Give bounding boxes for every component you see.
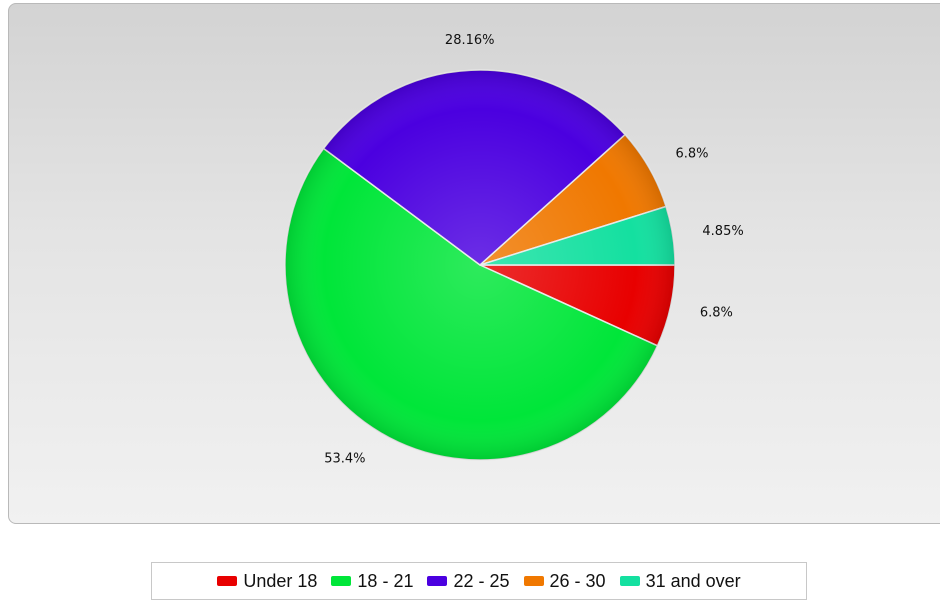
legend-label: 18 - 21 — [357, 570, 414, 591]
pie-chart: 6.8% 53.4% 28.16% 6.8% 4.85% — [284, 33, 744, 467]
legend-swatch — [619, 576, 640, 586]
legend-label: 22 - 25 — [453, 570, 510, 591]
pie-slice-value-label: 6.8% — [675, 147, 708, 162]
legend-item[interactable]: Under 18 — [217, 571, 317, 592]
legend-label: 26 - 30 — [549, 570, 606, 591]
legend-swatch — [523, 576, 544, 586]
legend-swatch — [217, 576, 238, 586]
legend-swatch — [331, 576, 352, 586]
pie-slice-value-label: 6.8% — [700, 306, 733, 321]
legend-label: 31 and over — [645, 570, 741, 591]
legend-item[interactable]: 18 - 21 — [331, 571, 413, 592]
pie-slice-value-label: 4.85% — [702, 224, 743, 239]
legend-swatch — [427, 576, 448, 586]
legend-label: Under 18 — [243, 570, 318, 591]
legend-item[interactable]: 31 and over — [619, 570, 741, 592]
pie-labels: 6.8% 53.4% 28.16% 6.8% 4.85% — [324, 33, 744, 466]
legend-item[interactable]: 26 - 30 — [523, 570, 606, 592]
pie-slice-value-label: 53.4% — [324, 452, 365, 467]
legend: Under 18 18 - 21 22 - 25 26 - 30 31 and over — [151, 562, 807, 600]
pie-slice-value-label: 28.16% — [445, 33, 495, 48]
legend-item[interactable]: 22 - 25 — [427, 570, 510, 592]
pie-slices — [284, 69, 676, 461]
